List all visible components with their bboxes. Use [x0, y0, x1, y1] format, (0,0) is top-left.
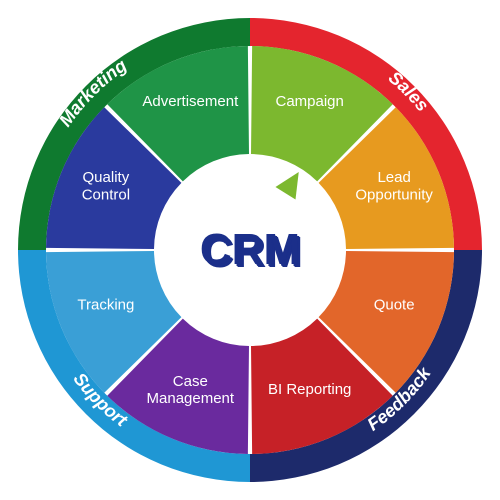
- center-label: CRM: [200, 225, 300, 274]
- segment-label: Advertisement: [142, 93, 239, 110]
- segment-label: Quote: [374, 297, 415, 314]
- segment-label: QualityControl: [82, 169, 130, 203]
- pointer-icon: [275, 172, 298, 199]
- segment-label: Tracking: [77, 297, 134, 314]
- segment-label: BI Reporting: [268, 381, 351, 398]
- crm-wheel-svg: MarketingSalesFeedbackSupportCampaignLea…: [0, 0, 500, 500]
- crm-wheel-diagram: MarketingSalesFeedbackSupportCampaignLea…: [0, 0, 500, 500]
- segment-label: Campaign: [276, 93, 344, 110]
